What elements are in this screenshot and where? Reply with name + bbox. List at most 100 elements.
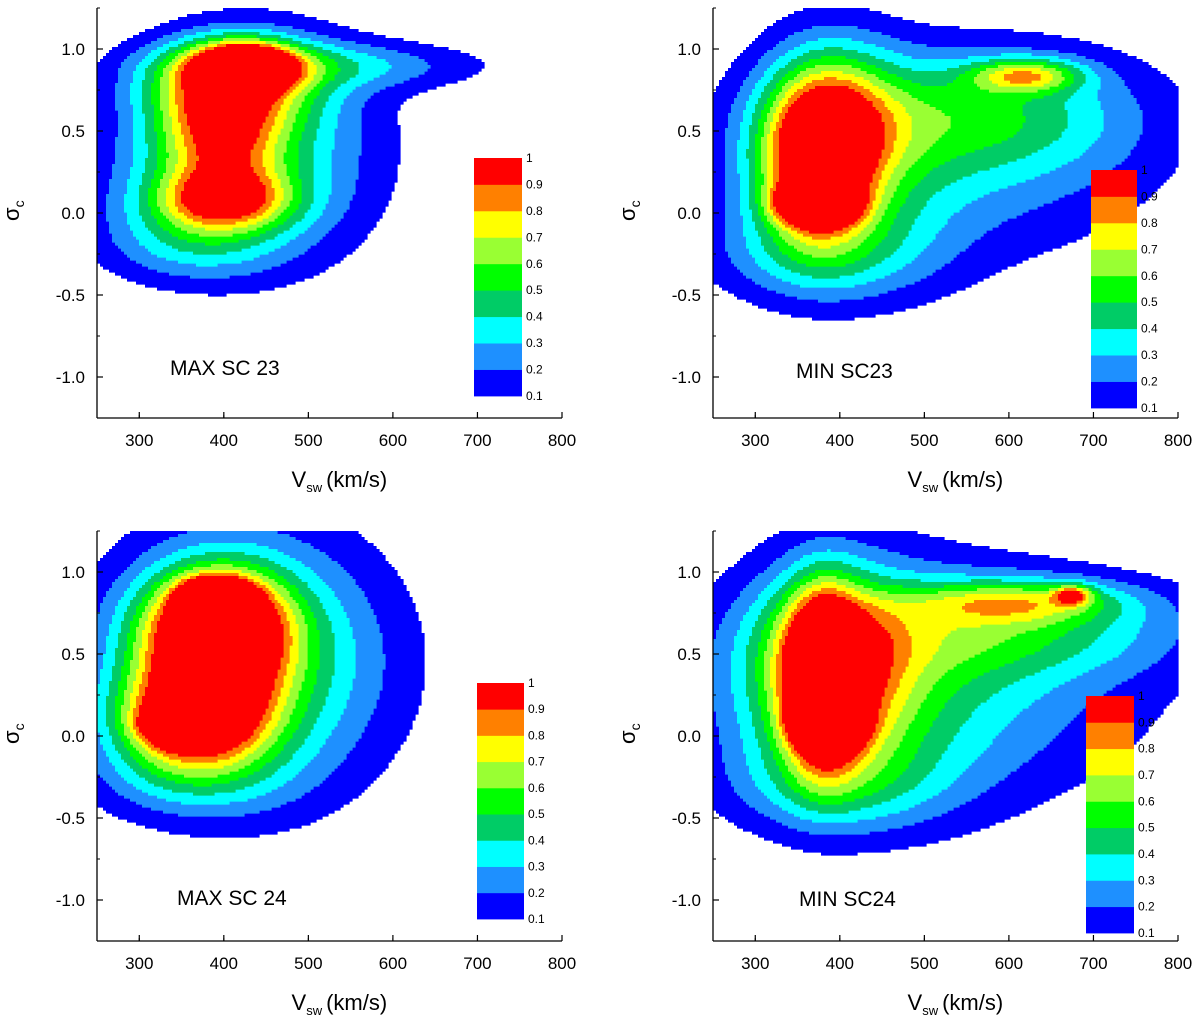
colorbar-label: 0.7	[528, 755, 545, 769]
colorbar-swatch-8	[477, 709, 524, 736]
colorbar-label: 0.9	[526, 177, 543, 191]
colorbar-label: 1	[1138, 689, 1145, 703]
y-tick-label: -0.5	[56, 809, 85, 828]
y-tick-label: 0.5	[677, 645, 701, 664]
colorbar-swatch-1	[474, 369, 522, 397]
y-tick-label: 0.5	[677, 122, 701, 141]
x-tick-label: 400	[826, 431, 854, 450]
colorbar: 0.1 0.2 0.3 0.4 0.5 0.6 0.7 0.8 0.9 1	[477, 676, 545, 926]
colorbar-label: 0.5	[526, 283, 543, 297]
y-tick-label: 0.0	[61, 204, 85, 223]
x-tick-label: 400	[210, 954, 238, 973]
y-tick-label: -0.5	[672, 809, 701, 828]
contour-band-7	[166, 41, 317, 231]
x-tick-label: 400	[210, 431, 238, 450]
colorbar-label: 0.6	[1141, 269, 1158, 283]
contour-band-4	[746, 47, 1086, 279]
colorbar-label: 0.8	[526, 204, 543, 218]
colorbar-swatch-6	[1086, 775, 1134, 802]
colorbar-label: 1	[1141, 163, 1148, 177]
colorbar-label: 0.1	[1141, 401, 1158, 415]
colorbar-swatch-3	[477, 840, 524, 867]
colorbar-swatch-7	[1091, 222, 1137, 250]
x-tick-label: 300	[741, 431, 769, 450]
x-tick-label: 700	[463, 954, 491, 973]
colorbar-label: 0.2	[1141, 375, 1158, 389]
contour-band-7	[770, 582, 1089, 787]
colorbar: 0.1 0.2 0.3 0.4 0.5 0.6 0.7 0.8 0.9 1	[474, 151, 543, 403]
colorbar-label: 0.1	[1138, 926, 1155, 940]
x-tick-label: 300	[741, 954, 769, 973]
contour-band-9	[782, 591, 1083, 772]
y-tick-label: 1.0	[677, 563, 701, 582]
y-axis-label: σc	[0, 200, 27, 221]
colorbar-label: 0.9	[1141, 189, 1158, 203]
contour-band-6	[157, 38, 326, 237]
contour-band-5	[755, 570, 1104, 805]
contour-band-4	[139, 32, 359, 255]
contour-band-9	[181, 44, 302, 219]
contour-band-3	[124, 29, 392, 267]
x-tick-label: 500	[294, 954, 322, 973]
colorbar-label: 0.4	[1138, 847, 1155, 861]
contour-band-9	[773, 86, 885, 234]
x-tick-label: 300	[125, 954, 153, 973]
panel-title: MIN SC23	[796, 360, 893, 383]
colorbar-swatch-3	[1091, 328, 1137, 356]
colorbar-swatch-6	[474, 237, 522, 265]
x-tick-label: 500	[910, 954, 938, 973]
colorbar-label: 0.5	[1138, 821, 1155, 835]
y-tick-label: -1.0	[672, 891, 701, 910]
colorbar-swatch-2	[1091, 355, 1137, 382]
colorbar-label: 0.1	[528, 912, 545, 926]
y-tick-label: 0.5	[61, 122, 85, 141]
colorbar-label: 0.2	[1138, 900, 1155, 914]
colorbar-swatch-2	[477, 866, 524, 894]
chart-panel-2: 300 400 500 600 700 800 -1.0 -0.5 0.0 0.5 1.0 Vsw (k…	[615, 7, 1192, 495]
colorbar-swatch-8	[1091, 196, 1137, 224]
colorbar-swatch-8	[474, 184, 522, 212]
colorbar-swatch-1	[1086, 906, 1134, 934]
colorbar-swatch-9	[1091, 170, 1137, 197]
x-tick-label: 700	[463, 431, 491, 450]
contour-band-6	[761, 65, 1065, 258]
colorbar-swatch-5	[477, 787, 524, 815]
x-tick-label: 600	[995, 954, 1023, 973]
colorbar-label: 0.7	[1141, 242, 1158, 256]
x-tick-label: 500	[294, 431, 322, 450]
colorbar-swatch-7	[474, 210, 522, 238]
colorbar-label: 0.1	[526, 389, 543, 403]
panel-title: MIN SC24	[799, 888, 896, 911]
colorbar-label: 0.5	[1141, 295, 1158, 309]
colorbar-swatch-2	[1086, 880, 1134, 908]
colorbar-label: 0.4	[526, 310, 543, 324]
colorbar-label: 0.2	[528, 886, 545, 900]
contour-band-6	[764, 576, 1095, 796]
y-tick-label: 0.0	[61, 727, 85, 746]
chart-panel-1: 300 400 500 600 700 800 -1.0 -0.5 0.0 0.5 1.0 Vsw (k…	[0, 7, 576, 495]
contour-band-2	[106, 23, 431, 279]
colorbar-label: 0.4	[1141, 322, 1158, 336]
colorbar-swatch-6	[1091, 249, 1137, 277]
x-tick-label: 600	[379, 431, 407, 450]
contour-band-1	[713, 531, 1179, 856]
x-tick-label: 600	[379, 954, 407, 973]
contour-band-1	[97, 531, 425, 838]
y-tick-label: 0.0	[677, 204, 701, 223]
y-axis-label: σc	[615, 723, 643, 744]
colorbar-label: 0.6	[1138, 794, 1155, 808]
colorbar-label: 0.3	[526, 336, 543, 350]
colorbar-label: 0.5	[528, 807, 545, 821]
y-tick-label: -0.5	[672, 286, 701, 305]
x-tick-label: 300	[125, 431, 153, 450]
colorbar-label: 0.3	[528, 860, 545, 874]
y-tick-label: 0.0	[677, 727, 701, 746]
y-axis-label: σc	[615, 200, 643, 221]
colorbar-swatch-8	[1086, 722, 1134, 750]
colorbar-label: 0.7	[1138, 768, 1155, 782]
colorbar-label: 0.8	[528, 728, 545, 742]
x-tick-label: 400	[826, 954, 854, 973]
x-tick-label: 600	[995, 431, 1023, 450]
contour-band-3	[731, 549, 1146, 823]
